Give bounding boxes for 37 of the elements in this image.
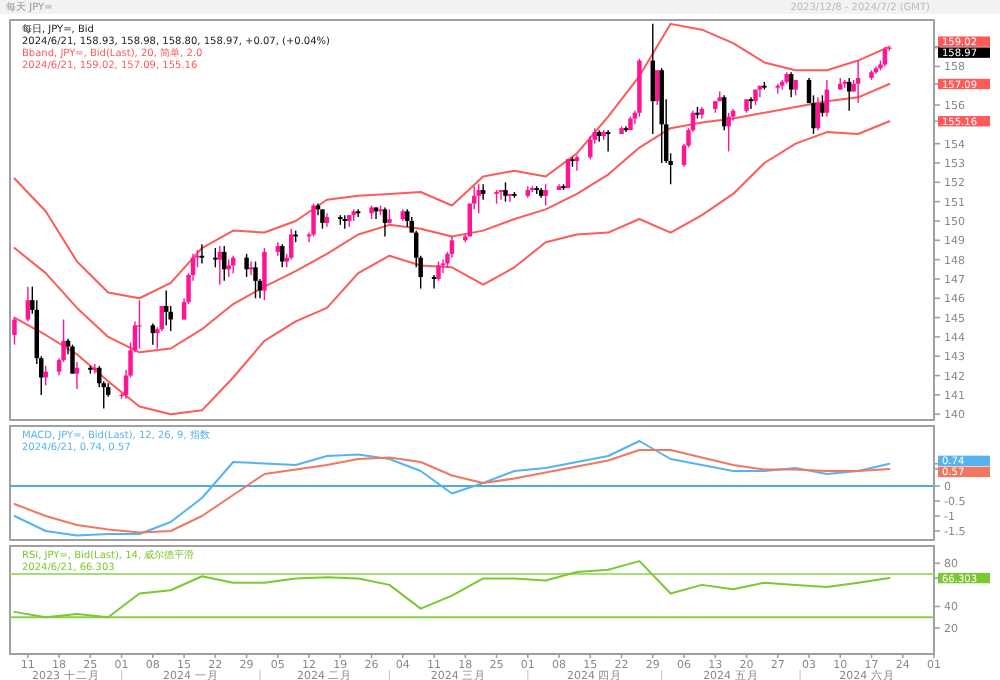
line-series: [13, 120, 891, 416]
candlestick: [480, 183, 486, 201]
candlestick: [726, 112, 731, 153]
candlestick: [373, 206, 379, 220]
candlestick: [164, 289, 169, 327]
candlestick: [543, 183, 548, 207]
candlestick: [12, 316, 17, 346]
candlestick: [588, 135, 593, 160]
candlestick: [70, 343, 75, 375]
candlestick: [150, 322, 156, 346]
candlestick: [217, 245, 223, 286]
candlestick: [574, 154, 580, 172]
candlestick: [25, 285, 31, 323]
candlestick: [213, 247, 218, 269]
candlestick: [476, 183, 481, 214]
candlestick: [253, 260, 258, 299]
candlestick: [382, 206, 388, 238]
candlestick: [74, 361, 80, 390]
line-series: [13, 22, 891, 300]
line-series: [13, 82, 891, 354]
candlestick: [311, 202, 316, 238]
candlestick: [565, 158, 571, 189]
candlestick: [244, 253, 249, 278]
candlestick: [855, 59, 861, 104]
line-series: [13, 560, 891, 619]
candlestick: [436, 260, 441, 282]
candlestick: [721, 94, 727, 131]
candlestick: [280, 243, 285, 269]
candlestick: [655, 69, 660, 106]
candlestick: [262, 247, 267, 301]
candlestick: [43, 365, 48, 386]
candlestick: [320, 208, 325, 230]
candlestick: [503, 181, 508, 203]
candlestick: [449, 235, 455, 259]
candlestick: [820, 94, 825, 118]
candlestick: [137, 299, 142, 350]
candlestick: [288, 228, 294, 261]
